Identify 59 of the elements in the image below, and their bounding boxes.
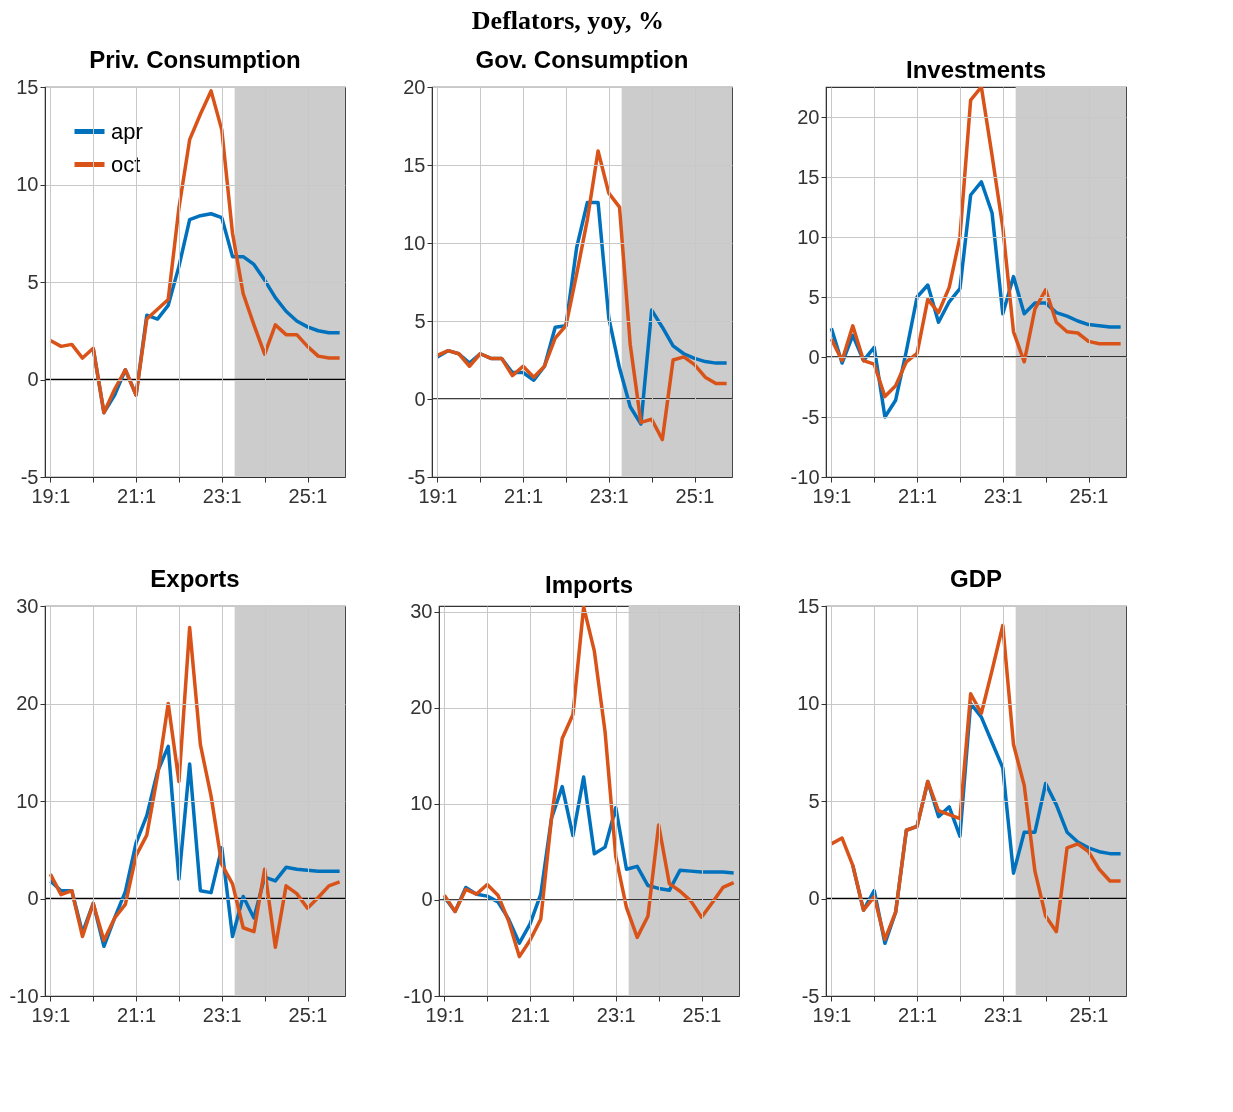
y-tick-label: 15	[16, 75, 39, 98]
line-series	[829, 623, 1123, 942]
y-tick-label: 0	[421, 888, 433, 911]
y-tick-label: -5	[801, 405, 820, 428]
y-tick-label: 10	[16, 173, 39, 195]
y-tick-label: 0	[27, 368, 39, 390]
y-tick-label: 20	[16, 692, 39, 714]
chart-title: Exports	[150, 565, 240, 592]
y-tick-label: 0	[27, 887, 39, 909]
y-tick-label: 5	[808, 789, 820, 812]
chart-title: Imports	[544, 570, 634, 598]
x-tick-label: 21:1	[117, 1003, 157, 1026]
y-tick-label: 10	[403, 231, 426, 254]
x-tick-label: 23:1	[589, 484, 629, 507]
line-series	[442, 606, 736, 959]
y-tick-label: 15	[797, 165, 820, 188]
y-tick-label: 20	[403, 75, 426, 98]
y-tick-label: 15	[403, 153, 426, 176]
y-tick-label: 10	[16, 789, 39, 812]
text: Deflators, yoy, %	[471, 6, 664, 36]
x-tick-label: 21:1	[511, 1003, 551, 1026]
y-tick-label: 0	[808, 345, 820, 368]
y-tick-label: 10	[797, 692, 820, 714]
line-series	[48, 89, 342, 415]
x-tick-label: 23:1	[202, 484, 242, 507]
y-tick-label: 5	[414, 309, 426, 332]
y-tick-label: 0	[414, 387, 426, 410]
x-tick-label: 21:1	[504, 484, 544, 507]
y-tick-label: 5	[27, 270, 39, 293]
y-tick-label: 0	[808, 887, 820, 909]
x-tick-label: 25:1	[288, 484, 328, 507]
y-tick-label: 20	[797, 105, 820, 128]
x-tick-label: 23:1	[983, 1003, 1023, 1026]
line-series	[48, 625, 342, 949]
x-tick-label: 25:1	[288, 1003, 328, 1026]
x-tick-label: 21:1	[117, 484, 157, 507]
y-tick-label: 10	[410, 792, 433, 815]
y-tick-label: 20	[410, 696, 433, 719]
y-tick-label: 10	[797, 225, 820, 248]
x-tick-label: 25:1	[1069, 1003, 1109, 1026]
x-tick-label: 23:1	[596, 1003, 636, 1026]
chart-title: GDP	[949, 565, 1003, 592]
chart-title: Investments	[905, 56, 1047, 83]
legend-label: apr	[111, 118, 143, 144]
x-tick-label: 25:1	[675, 484, 715, 507]
y-tick-label: 15	[797, 594, 820, 617]
x-tick-label: 25:1	[1069, 484, 1109, 507]
y-tick-label: 30	[16, 594, 39, 617]
chart-title: Priv. Consumption	[89, 46, 301, 73]
x-tick-label: 23:1	[983, 484, 1023, 507]
line-series	[829, 87, 1123, 399]
chart-title: Gov. Consumption	[475, 46, 689, 73]
x-tick-label: 21:1	[898, 1003, 938, 1026]
y-tick-label: 5	[808, 285, 820, 308]
y-tick-label: 30	[410, 600, 433, 623]
x-tick-label: 25:1	[682, 1003, 722, 1026]
line-series	[435, 149, 729, 442]
x-tick-label: 23:1	[202, 1003, 242, 1026]
x-tick-label: 21:1	[898, 484, 938, 507]
